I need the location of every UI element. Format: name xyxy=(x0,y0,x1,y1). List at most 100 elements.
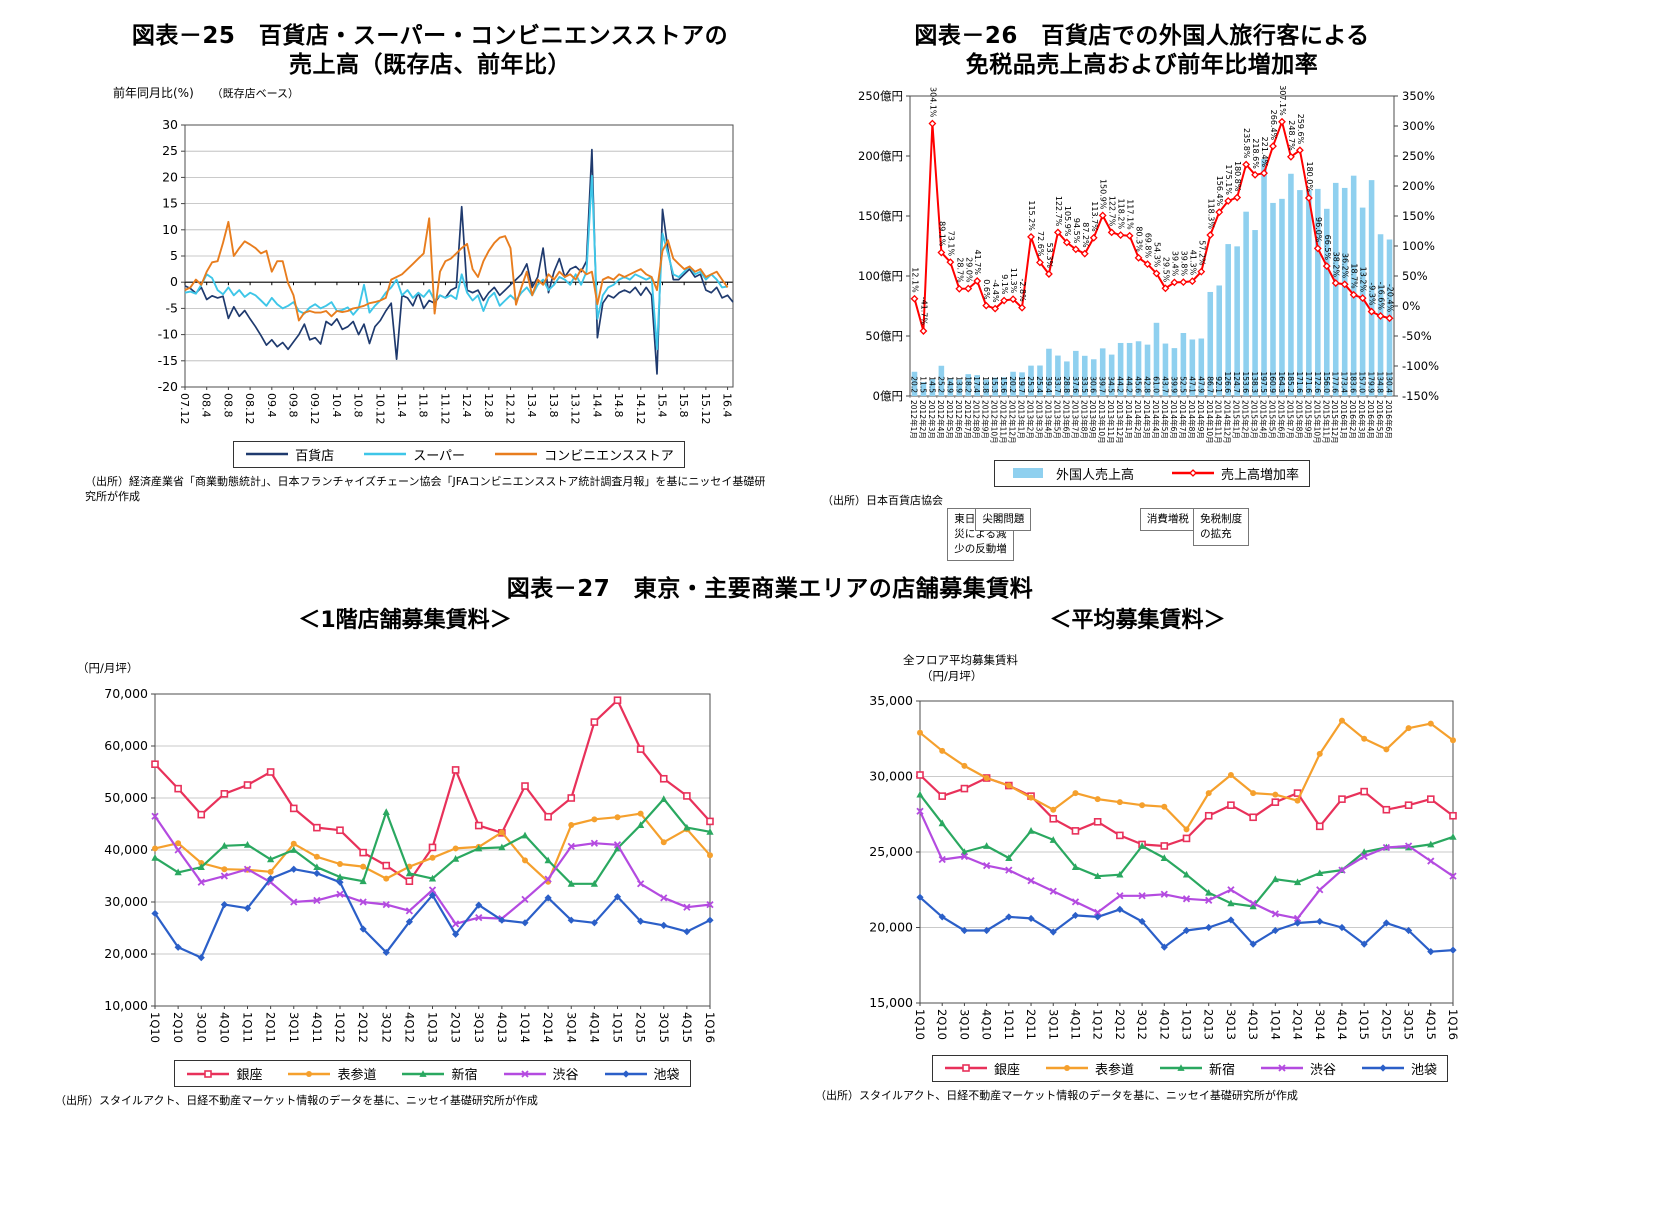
fig25-title-line1: 図表－25 百貨店・スーパー・コンビニエンスストアの xyxy=(131,23,729,49)
svg-text:1Q11: 1Q11 xyxy=(241,1012,255,1043)
svg-text:164.3: 164.3 xyxy=(1277,371,1286,393)
svg-text:3Q13: 3Q13 xyxy=(472,1012,486,1043)
svg-text:3Q11: 3Q11 xyxy=(1046,1009,1060,1040)
svg-text:2014年7月: 2014年7月 xyxy=(1178,400,1188,439)
svg-text:130.4: 130.4 xyxy=(1385,371,1394,393)
svg-text:134.8: 134.8 xyxy=(1376,371,1385,393)
svg-text:250億円: 250億円 xyxy=(858,89,903,103)
legend-label: 池袋 xyxy=(1411,1062,1438,1078)
svg-text:4Q11: 4Q11 xyxy=(310,1012,324,1043)
svg-text:0: 0 xyxy=(170,274,178,289)
svg-text:126.6: 126.6 xyxy=(1223,371,1232,393)
svg-text:2013年7月: 2013年7月 xyxy=(1070,400,1080,439)
svg-text:171.6: 171.6 xyxy=(1295,371,1304,393)
svg-text:73.1%: 73.1% xyxy=(946,230,955,256)
svg-text:38.2%: 38.2% xyxy=(1332,251,1341,277)
svg-text:350%: 350% xyxy=(1402,89,1435,103)
svg-text:118.2%: 118.2% xyxy=(1117,198,1126,229)
svg-text:14.4: 14.4 xyxy=(590,393,603,418)
svg-text:47.1: 47.1 xyxy=(1187,376,1196,393)
svg-text:15.4: 15.4 xyxy=(655,393,668,418)
svg-text:1Q13: 1Q13 xyxy=(426,1012,440,1043)
legend-item-渋谷: 渋谷 xyxy=(502,1064,579,1083)
svg-text:300%: 300% xyxy=(1402,119,1435,133)
svg-text:13.4: 13.4 xyxy=(525,393,538,418)
svg-text:2015年10月: 2015年10月 xyxy=(1312,400,1322,444)
svg-text:122.7%: 122.7% xyxy=(1054,195,1063,226)
svg-text:33.5: 33.5 xyxy=(1080,376,1089,393)
svg-text:2014年12月: 2014年12月 xyxy=(1223,400,1233,444)
svg-text:180.0%: 180.0% xyxy=(1305,161,1314,192)
svg-text:4Q10: 4Q10 xyxy=(980,1009,994,1040)
svg-text:66.5%: 66.5% xyxy=(1323,234,1332,260)
svg-text:39.7: 39.7 xyxy=(1098,376,1107,393)
svg-text:11.5: 11.5 xyxy=(918,376,927,393)
svg-text:11.4: 11.4 xyxy=(395,393,408,418)
legend-item-表参道: 表参道 xyxy=(286,1064,376,1083)
svg-text:2016年1月: 2016年1月 xyxy=(1339,400,1349,439)
svg-text:3Q15: 3Q15 xyxy=(657,1012,671,1043)
svg-text:50%: 50% xyxy=(1402,269,1428,283)
svg-text:25.4: 25.4 xyxy=(1035,376,1044,393)
svg-text:1Q11: 1Q11 xyxy=(1002,1009,1016,1040)
line-sample-icon xyxy=(1172,469,1214,477)
svg-text:28.7%: 28.7% xyxy=(955,257,964,283)
svg-text:60,000: 60,000 xyxy=(104,738,148,753)
fig26-annotation-2: 消費増税 xyxy=(1139,508,1196,532)
svg-text:2Q10: 2Q10 xyxy=(935,1009,949,1040)
legend-item-池袋: 池袋 xyxy=(1360,1059,1437,1078)
svg-text:4Q15: 4Q15 xyxy=(1424,1009,1438,1040)
svg-text:2015年9月: 2015年9月 xyxy=(1303,400,1313,439)
svg-text:2012年7月: 2012年7月 xyxy=(963,400,973,439)
svg-text:221.4%: 221.4% xyxy=(1260,136,1269,167)
svg-text:14.12: 14.12 xyxy=(634,393,647,425)
svg-text:5: 5 xyxy=(170,248,178,263)
svg-text:10.8: 10.8 xyxy=(352,393,365,418)
svg-text:117.1%: 117.1% xyxy=(1126,199,1135,230)
svg-text:09.4: 09.4 xyxy=(265,393,278,418)
svg-text:4Q13: 4Q13 xyxy=(1246,1009,1260,1040)
svg-text:0%: 0% xyxy=(1402,299,1420,313)
svg-text:200%: 200% xyxy=(1402,179,1435,193)
svg-text:2016年2月: 2016年2月 xyxy=(1348,400,1358,439)
svg-text:1Q16: 1Q16 xyxy=(703,1012,717,1043)
svg-text:41.7%: 41.7% xyxy=(973,249,982,275)
svg-text:180.8%: 180.8% xyxy=(1233,161,1242,192)
svg-text:37.6: 37.6 xyxy=(1071,376,1080,393)
svg-text:2013年12月: 2013年12月 xyxy=(1115,400,1125,444)
fig27L-unit-label: （円/月坪） xyxy=(77,661,139,676)
svg-text:0億円: 0億円 xyxy=(873,389,903,403)
svg-text:2016年4月: 2016年4月 xyxy=(1366,400,1376,439)
svg-text:29.0%: 29.0% xyxy=(964,257,973,283)
svg-text:25: 25 xyxy=(162,143,178,158)
svg-text:20.2: 20.2 xyxy=(1008,376,1017,393)
fig26-annotation-3: 免税制度 の拡充 xyxy=(1193,508,1250,546)
fig26-title-line1: 図表－26 百貨店での外国人旅行客による xyxy=(914,23,1370,49)
svg-text:-9.3%: -9.3% xyxy=(1368,282,1377,306)
svg-text:113.7%: 113.7% xyxy=(1090,201,1099,232)
svg-text:44.2: 44.2 xyxy=(1125,376,1134,393)
legend-item-百貨店: 百貨店 xyxy=(244,445,334,464)
svg-text:43.7: 43.7 xyxy=(1160,376,1169,393)
svg-text:53.3%: 53.3% xyxy=(1045,242,1054,268)
svg-text:08.12: 08.12 xyxy=(243,393,256,425)
svg-text:1Q15: 1Q15 xyxy=(1357,1009,1371,1040)
svg-text:304.1%: 304.1% xyxy=(928,87,937,118)
svg-text:2015年8月: 2015年8月 xyxy=(1294,400,1304,439)
svg-text:2Q11: 2Q11 xyxy=(1024,1009,1038,1040)
svg-text:4Q10: 4Q10 xyxy=(217,1012,231,1043)
svg-text:3Q12: 3Q12 xyxy=(379,1012,393,1043)
fig27R-y-axis-label: 全フロア平均募集賃料 （円/月坪） xyxy=(903,652,1460,684)
svg-text:3Q14: 3Q14 xyxy=(564,1012,578,1043)
svg-text:2012年9月: 2012年9月 xyxy=(981,400,991,439)
svg-text:9.1%: 9.1% xyxy=(1000,274,1009,295)
fig27L-subtitle: ＜1階店舗募集賃料＞ xyxy=(298,608,512,633)
svg-text:1Q16: 1Q16 xyxy=(1446,1009,1460,1040)
svg-text:2014年10月: 2014年10月 xyxy=(1205,400,1215,444)
svg-text:61.0: 61.0 xyxy=(1151,376,1160,393)
svg-text:18.7%: 18.7% xyxy=(1350,263,1359,289)
svg-text:13.9: 13.9 xyxy=(954,376,963,393)
svg-text:39.4: 39.4 xyxy=(1044,376,1053,393)
svg-text:2Q12: 2Q12 xyxy=(1113,1009,1127,1040)
svg-text:2013年11月: 2013年11月 xyxy=(1106,400,1116,444)
